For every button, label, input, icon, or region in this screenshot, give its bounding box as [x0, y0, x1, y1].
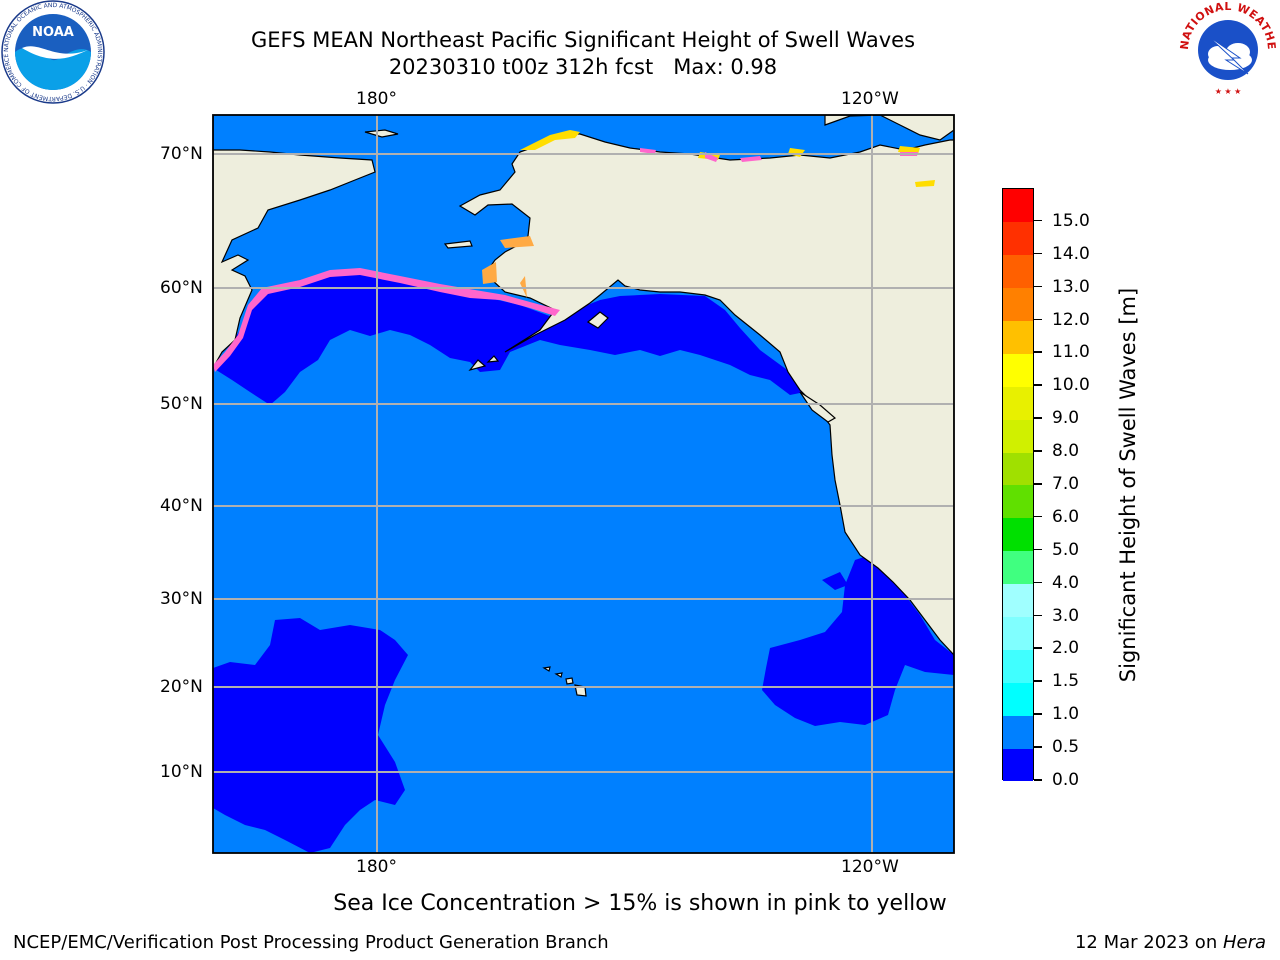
colorbar-tick-label: 12.0	[1052, 309, 1090, 330]
colorbar-tick-label: 11.0	[1052, 342, 1090, 363]
lon-label-bottom-120w: 120°W	[841, 857, 899, 877]
colorbar-segment	[1003, 550, 1033, 585]
map-frame	[212, 114, 955, 854]
colorbar-segment	[1003, 353, 1033, 387]
colorbar-segment	[1003, 583, 1033, 618]
low-swell-east	[762, 555, 954, 726]
colorbar-tick-label: 9.0	[1052, 408, 1080, 429]
sea-ice-note: Sea Ice Concentration > 15% is shown in …	[333, 891, 947, 916]
land-aleutian-2	[486, 355, 500, 363]
land-kodiak-island	[586, 311, 609, 329]
noaa-wordmark: NOAA	[32, 25, 74, 40]
sea-ice-yellow-arctic	[520, 130, 935, 187]
nws-logo: NATIONAL WEATHER SERVICE ★ ★ ★	[1178, 2, 1278, 96]
colorbar-tick	[1034, 285, 1042, 288]
lat-label-20n: 20°N	[160, 677, 203, 697]
colorbar-tick	[1034, 450, 1042, 452]
footer-host: Hera	[1222, 932, 1266, 953]
colorbar-tick-label: 1.5	[1052, 671, 1080, 692]
colorbar-tick-label: 1.0	[1052, 704, 1080, 725]
colorbar-segment	[1003, 221, 1033, 256]
colorbar-tick	[1034, 680, 1042, 682]
sea-ice-edge	[213, 130, 935, 372]
colorbar-title: Significant Height of Swell Waves [m]	[1116, 287, 1140, 683]
colorbar-tick-label: 10.0	[1052, 375, 1090, 396]
footer-date: 12 Mar 2023 on Hera	[1075, 932, 1266, 954]
colorbar-tick-label: 2.0	[1052, 638, 1080, 659]
colorbar-segment	[1003, 254, 1033, 289]
low-swell-near-coast	[822, 572, 848, 590]
colorbar-segment	[1003, 485, 1033, 519]
colorbar-tick	[1034, 581, 1042, 584]
colorbar-tick-label: 8.0	[1052, 441, 1080, 462]
lat-label-10n: 10°N	[160, 762, 203, 782]
colorbar-tick	[1034, 548, 1042, 551]
noaa-logo: NATIONAL OCEANIC AND ATMOSPHERIC ADMINIS…	[1, 0, 105, 104]
colorbar-segment	[1003, 649, 1033, 683]
sea-ice-pink-band	[213, 268, 560, 372]
colorbar-tick	[1034, 515, 1042, 518]
svg-text:★ ★ ★: ★ ★ ★	[1215, 87, 1242, 96]
lon-label-top-180: 180°	[356, 89, 397, 109]
lon-label-bottom-180: 180°	[356, 857, 397, 877]
colorbar-tick	[1034, 318, 1042, 321]
land-aleutian-1	[468, 359, 487, 372]
land-vancouver-island	[799, 391, 837, 423]
colorbar-tick-label: 3.0	[1052, 605, 1080, 626]
colorbar-tick	[1034, 219, 1042, 222]
footer-date-text: 12 Mar 2023 on	[1074, 932, 1223, 953]
lat-label-50n: 50°N	[160, 394, 203, 414]
lat-label-70n: 70°N	[160, 144, 203, 164]
colorbar-tick	[1034, 483, 1042, 485]
footer-credit: NCEP/EMC/Verification Post Processing Pr…	[13, 932, 609, 953]
colorbar-segment	[1003, 386, 1033, 420]
sea-ice-orange-patches	[482, 236, 534, 298]
colorbar-tick	[1034, 252, 1042, 255]
colorbar-segment	[1003, 189, 1033, 223]
chart-title: GEFS MEAN Northeast Pacific Significant …	[250, 28, 916, 52]
colorbar-segment	[1003, 682, 1033, 716]
colorbar-tick	[1034, 746, 1042, 748]
colorbar-segment	[1003, 287, 1033, 322]
colorbar-tick-label: 6.0	[1052, 506, 1080, 527]
colorbar-tick	[1034, 417, 1042, 419]
colorbar-segment	[1003, 748, 1033, 782]
lat-label-30n: 30°N	[160, 589, 203, 609]
colorbar-segment	[1003, 616, 1033, 650]
colorbar-tick-label: 0.0	[1052, 770, 1080, 790]
colorbar-tick-label: 7.0	[1052, 474, 1080, 494]
colorbar-tick-label: 13.0	[1052, 276, 1090, 297]
low-swell-southwest	[213, 618, 408, 853]
colorbar-tick	[1034, 713, 1042, 715]
low-swell-gulf-of-alaska	[213, 272, 805, 405]
chart-subtitle: 20230310 t00z 312h fcst Max: 0.98	[388, 55, 778, 79]
colorbar-tick-label: 0.5	[1052, 737, 1080, 758]
colorbar-tick-label: 15.0	[1052, 210, 1090, 231]
colorbar-tick	[1034, 384, 1042, 386]
sea-ice-pink-arctic	[640, 148, 918, 162]
colorbar-tick	[1034, 647, 1042, 649]
lat-label-60n: 60°N	[160, 278, 203, 298]
colorbar-segment	[1003, 517, 1033, 552]
land-st-lawrence-island	[443, 240, 473, 249]
colorbar-tick	[1034, 351, 1042, 353]
colorbar-tick-label: 4.0	[1052, 572, 1080, 593]
lat-label-40n: 40°N	[160, 496, 203, 516]
colorbar-segment	[1003, 320, 1033, 354]
graticule	[213, 115, 954, 853]
lon-label-top-120w: 120°W	[841, 89, 899, 109]
low-swell-zones	[213, 272, 954, 853]
colorbar-segment	[1003, 452, 1033, 486]
colorbar	[1002, 188, 1034, 782]
colorbar-tick	[1034, 779, 1042, 781]
colorbar-tick-label: 14.0	[1052, 243, 1090, 264]
colorbar-segment	[1003, 715, 1033, 749]
colorbar-tick-label: 5.0	[1052, 539, 1080, 560]
colorbar-tick	[1034, 614, 1042, 617]
colorbar-segment	[1003, 419, 1033, 453]
